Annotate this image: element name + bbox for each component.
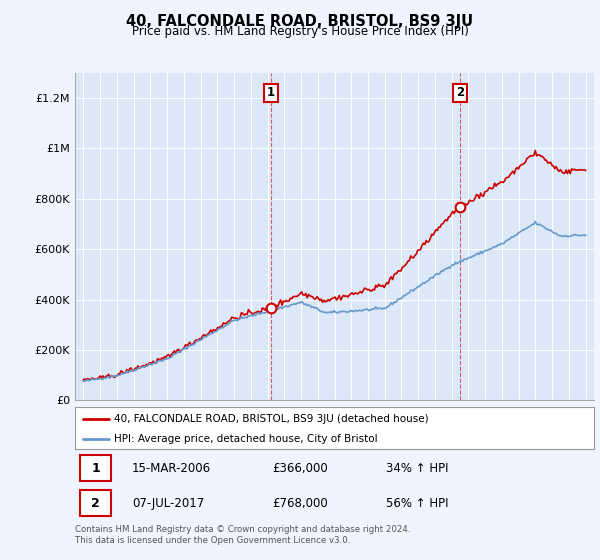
FancyBboxPatch shape: [80, 455, 112, 481]
Text: 2: 2: [91, 497, 100, 510]
Text: 07-JUL-2017: 07-JUL-2017: [132, 497, 205, 510]
Text: Contains HM Land Registry data © Crown copyright and database right 2024.: Contains HM Land Registry data © Crown c…: [75, 525, 410, 534]
Text: 34% ↑ HPI: 34% ↑ HPI: [386, 461, 449, 475]
Text: 1: 1: [267, 86, 275, 100]
FancyBboxPatch shape: [80, 491, 112, 516]
Text: 56% ↑ HPI: 56% ↑ HPI: [386, 497, 449, 510]
Text: 40, FALCONDALE ROAD, BRISTOL, BS9 3JU (detached house): 40, FALCONDALE ROAD, BRISTOL, BS9 3JU (d…: [114, 414, 428, 424]
Text: This data is licensed under the Open Government Licence v3.0.: This data is licensed under the Open Gov…: [75, 536, 350, 545]
Text: 1: 1: [91, 461, 100, 475]
Text: 2: 2: [456, 86, 464, 100]
Text: 40, FALCONDALE ROAD, BRISTOL, BS9 3JU: 40, FALCONDALE ROAD, BRISTOL, BS9 3JU: [127, 14, 473, 29]
Text: 15-MAR-2006: 15-MAR-2006: [132, 461, 211, 475]
Text: Price paid vs. HM Land Registry's House Price Index (HPI): Price paid vs. HM Land Registry's House …: [131, 25, 469, 38]
Text: £366,000: £366,000: [272, 461, 328, 475]
Text: HPI: Average price, detached house, City of Bristol: HPI: Average price, detached house, City…: [114, 433, 377, 444]
Text: £768,000: £768,000: [272, 497, 328, 510]
